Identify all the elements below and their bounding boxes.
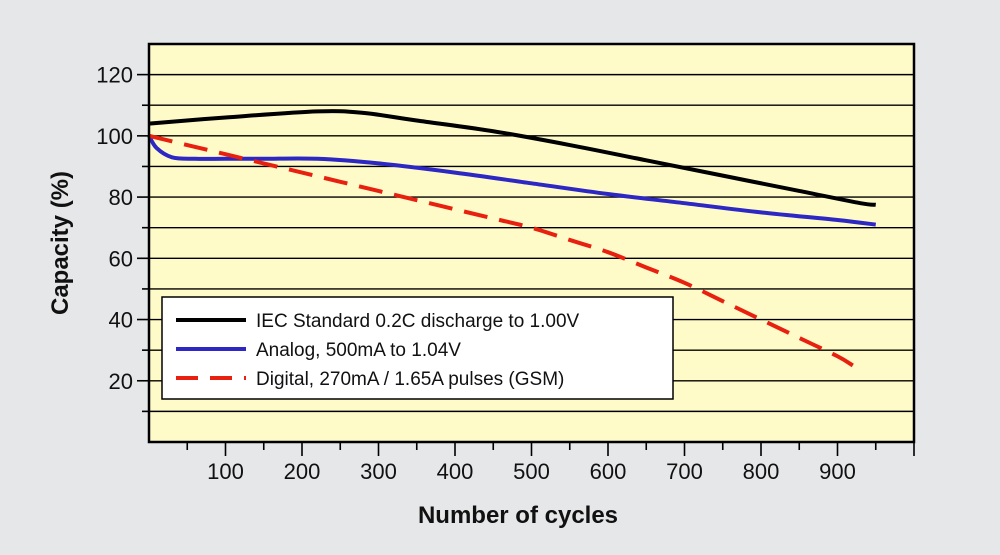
x-tick-label: 500 [513, 459, 550, 484]
y-tick-label: 40 [109, 308, 133, 333]
y-axis-title: Capacity (%) [47, 171, 74, 315]
series-line-0 [148, 109, 876, 207]
legend: IEC Standard 0.2C discharge to 1.00V Ana… [161, 296, 674, 400]
x-tick-label: 800 [743, 459, 780, 484]
series-layer [147, 109, 876, 368]
y-tick-label: 120 [96, 63, 133, 88]
legend-box [161, 296, 674, 400]
x-tick-label: 300 [360, 459, 397, 484]
legend-label-digital: Digital, 270mA / 1.65A pulses (GSM) [256, 369, 564, 390]
series-line-2 [148, 133, 854, 368]
ticks [137, 73, 915, 456]
x-tick-label: 700 [666, 459, 703, 484]
tick-labels: 20 40 60 80 100 120 100 200 300 400 500 600 700 800 90… [96, 63, 856, 484]
x-tick-label: 100 [207, 459, 244, 484]
x-tick-label: 200 [284, 459, 321, 484]
x-tick-label: 400 [437, 459, 474, 484]
y-tick-label: 80 [109, 185, 133, 210]
x-tick-label: 600 [590, 459, 627, 484]
y-tick-label: 60 [109, 246, 133, 271]
y-tick-label: 100 [96, 124, 133, 149]
x-tick-label: 900 [819, 459, 856, 484]
x-axis-title: Number of cycles [418, 502, 618, 529]
legend-label-iec: IEC Standard 0.2C discharge to 1.00V [256, 311, 580, 332]
series-line-1 [147, 134, 876, 227]
y-tick-label: 20 [109, 369, 133, 394]
legend-label-analog: Analog, 500mA to 1.04V [256, 340, 461, 361]
